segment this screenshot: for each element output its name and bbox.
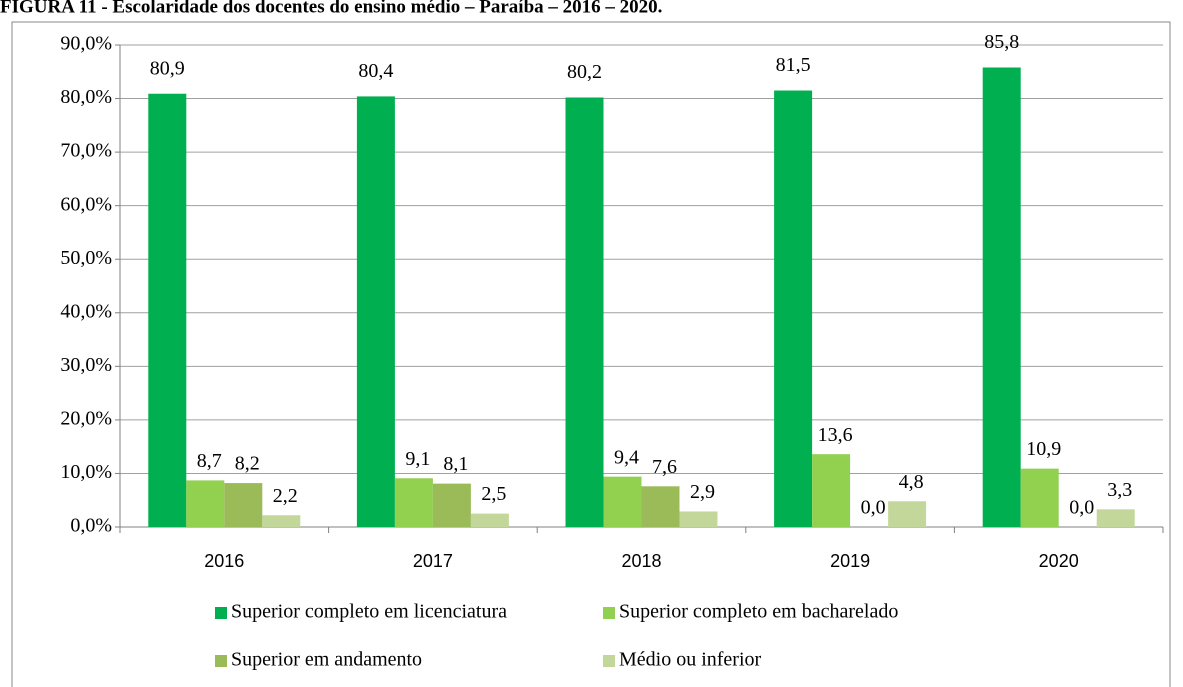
value-label: 7,6 xyxy=(652,456,677,478)
bar xyxy=(812,454,851,527)
bar xyxy=(982,67,1021,527)
bar xyxy=(679,511,718,527)
value-label: 80,4 xyxy=(358,60,393,82)
chart-title: FIGURA 11 - Escolaridade dos docentes do… xyxy=(0,0,662,17)
value-label: 0,0 xyxy=(1069,497,1094,519)
value-label: 10,9 xyxy=(1026,438,1061,460)
value-label: 8,1 xyxy=(443,453,468,475)
bar xyxy=(888,501,927,527)
legend-swatch xyxy=(603,607,615,619)
x-tick-label: 2016 xyxy=(204,551,244,571)
y-tick-label: 90,0% xyxy=(60,33,112,55)
value-label: 80,9 xyxy=(150,57,185,79)
legend-label: Superior completo em licenciatura xyxy=(231,601,507,623)
value-label: 3,3 xyxy=(1107,479,1132,501)
bar xyxy=(1020,468,1059,527)
value-label: 2,9 xyxy=(690,481,715,503)
value-label: 85,8 xyxy=(984,31,1019,53)
y-tick-label: 10,0% xyxy=(60,461,112,483)
legend-label: Médio ou inferior xyxy=(619,649,762,671)
bar xyxy=(186,480,225,527)
bar xyxy=(262,515,301,527)
bar xyxy=(356,96,395,527)
value-label: 2,2 xyxy=(273,485,298,507)
x-tick-label: 2018 xyxy=(621,551,661,571)
y-tick-label: 60,0% xyxy=(60,193,112,215)
bar xyxy=(641,486,680,527)
value-label: 8,7 xyxy=(197,450,222,472)
value-label: 0,0 xyxy=(861,497,886,519)
x-tick-label: 2020 xyxy=(1039,551,1079,571)
bar xyxy=(394,478,433,527)
y-tick-label: 40,0% xyxy=(60,300,112,322)
bar xyxy=(774,90,813,528)
value-label: 8,2 xyxy=(235,453,260,475)
y-tick-label: 20,0% xyxy=(60,407,112,429)
value-label: 81,5 xyxy=(776,54,811,76)
legend-label: Superior em andamento xyxy=(231,649,422,671)
bar xyxy=(603,476,642,527)
y-tick-label: 30,0% xyxy=(60,354,112,376)
value-label: 2,5 xyxy=(481,483,506,505)
y-tick-label: 80,0% xyxy=(60,86,112,108)
legend-swatch xyxy=(603,655,615,667)
value-label: 80,2 xyxy=(567,61,602,83)
bar xyxy=(565,97,604,528)
value-label: 9,1 xyxy=(405,448,430,470)
x-tick-label: 2017 xyxy=(413,551,453,571)
x-tick-label: 2019 xyxy=(830,551,870,571)
y-tick-label: 50,0% xyxy=(60,247,112,269)
value-label: 4,8 xyxy=(899,471,924,493)
value-label: 13,6 xyxy=(818,424,853,446)
bar xyxy=(470,513,509,527)
bar xyxy=(1096,509,1135,527)
bar xyxy=(224,483,263,527)
y-tick-label: 0,0% xyxy=(70,515,112,537)
legend-label: Superior completo em bacharelado xyxy=(619,601,898,623)
bar xyxy=(432,483,471,527)
legend-swatch xyxy=(215,607,227,619)
y-tick-label: 70,0% xyxy=(60,140,112,162)
legend-swatch xyxy=(215,655,227,667)
value-label: 9,4 xyxy=(614,446,639,468)
bar xyxy=(148,93,187,527)
